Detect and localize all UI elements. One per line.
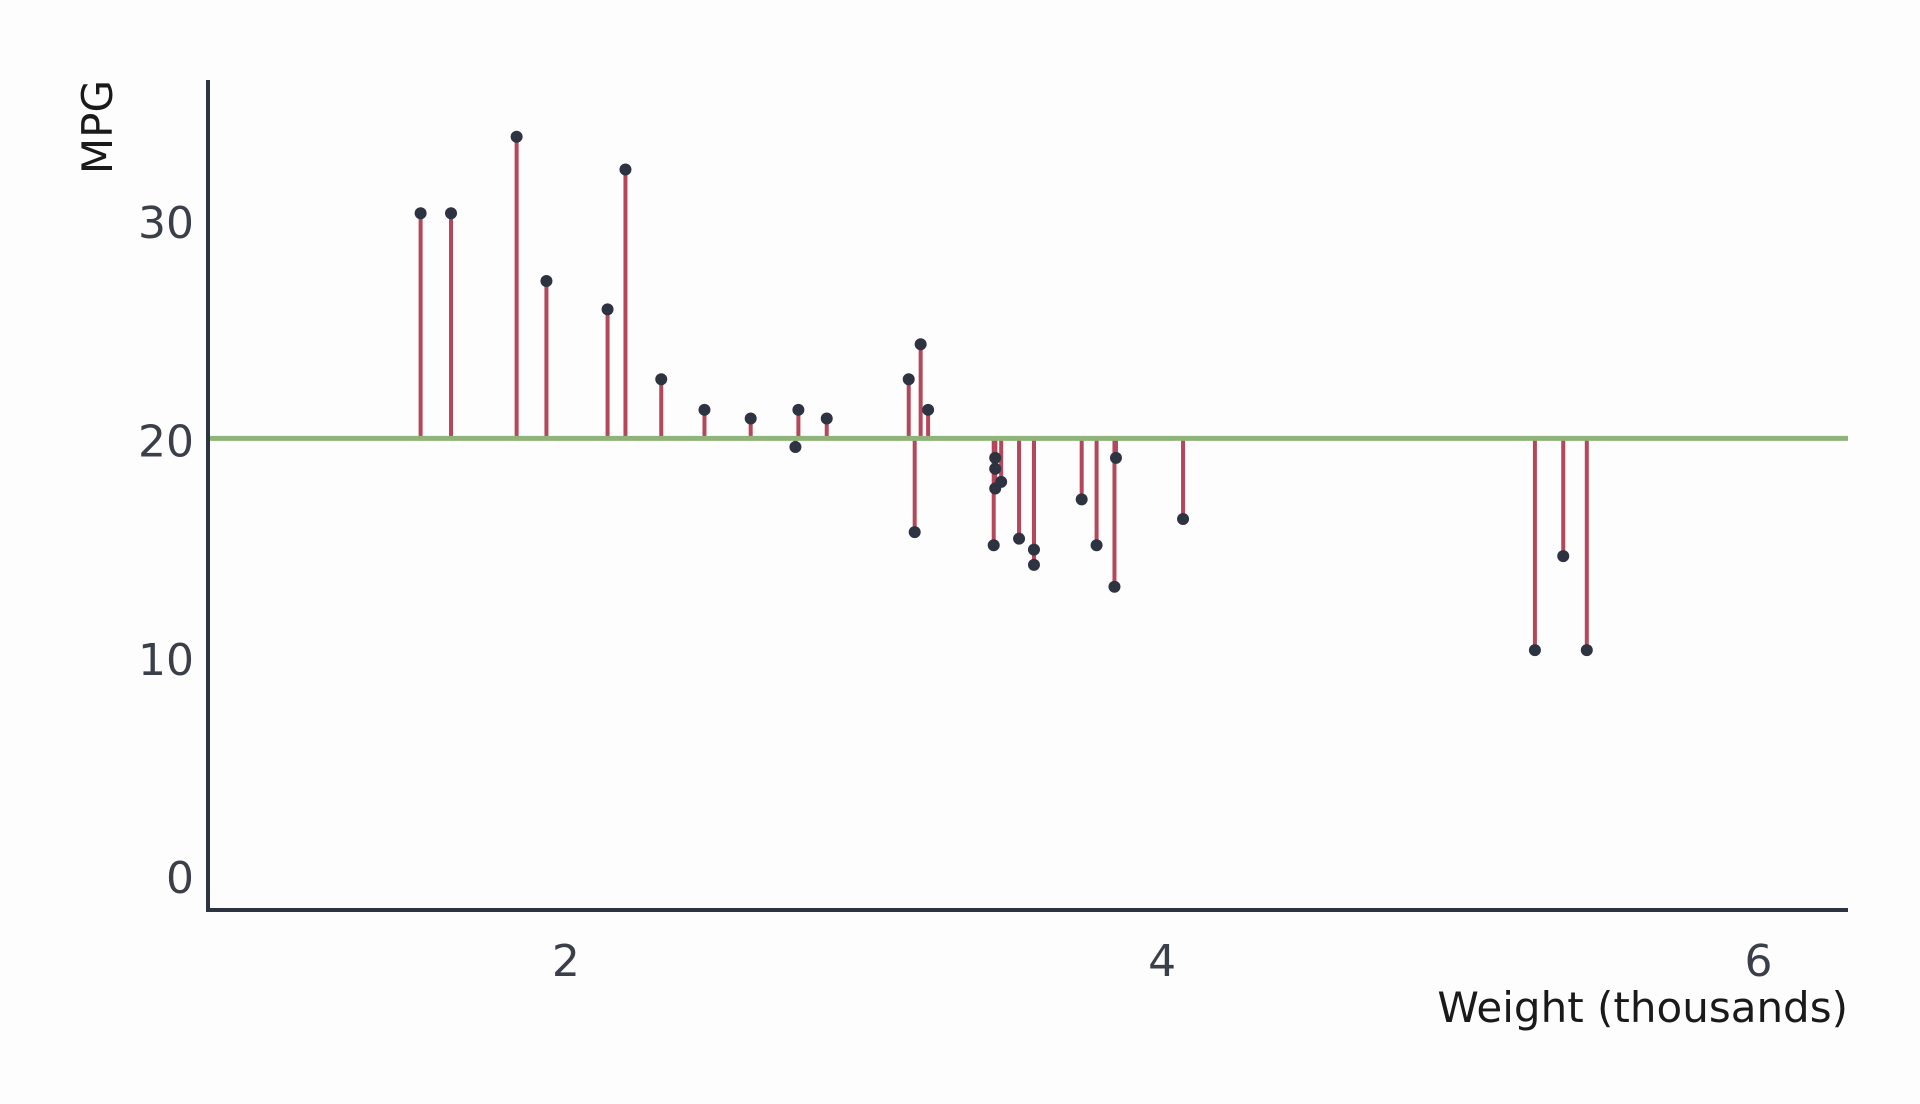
data-point [1177,513,1190,526]
x-tick-label: 6 [1745,936,1773,987]
y-tick-label: 10 [138,635,194,686]
data-point [1557,550,1570,563]
data-point [510,130,523,143]
data-point [820,412,833,425]
data-point [414,207,427,220]
residual-lines [418,136,1589,651]
data-point [1090,539,1103,552]
data-point [987,539,1000,552]
data-point [698,403,711,416]
data-point [789,440,802,453]
data-point [1027,543,1040,556]
data-point [1109,451,1122,464]
data-point [540,274,553,287]
y-tick-label: 30 [138,198,194,249]
data-point [1528,644,1541,657]
x-tick-labels: 2 4 6 [552,936,1773,987]
data-point [445,207,458,220]
data-point [1075,493,1088,506]
data-point [902,373,915,386]
y-tick-label: 0 [166,853,194,904]
data-point [619,163,632,176]
data-point [655,373,668,386]
data-point [1108,580,1121,593]
x-tick-label: 4 [1148,936,1176,987]
data-point [1027,558,1040,571]
data-point [601,303,614,316]
data-point [922,403,935,416]
x-tick-label: 2 [552,936,580,987]
data-point [1013,532,1026,545]
data-point [792,403,805,416]
data-point [914,338,927,351]
data-point [989,462,1002,475]
y-tick-label: 20 [138,416,194,467]
y-axis-title: MPG [73,80,122,174]
data-point [908,526,921,539]
data-point [1580,644,1593,657]
data-point [744,412,757,425]
data-point [995,475,1008,488]
y-tick-labels: 0 10 20 30 [138,198,194,904]
data-points [414,130,1593,657]
x-axis-title: Weight (thousands) [1437,983,1848,1032]
data-point [989,451,1002,464]
